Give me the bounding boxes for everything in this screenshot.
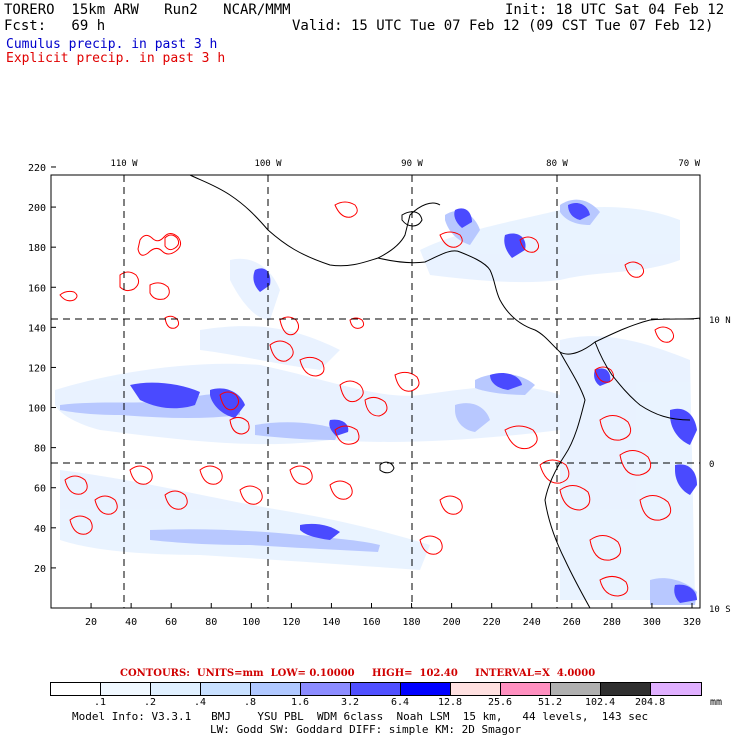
- colorbar-swatch: [101, 683, 151, 695]
- y-tick-label: 160: [28, 283, 46, 294]
- colorbar-swatch: [251, 683, 301, 695]
- x-tick-label: 260: [563, 617, 581, 628]
- colorbar-swatch: [501, 683, 551, 695]
- latitude-label: 10 S: [709, 605, 731, 615]
- precip-colorbar: [50, 682, 702, 696]
- colorbar-label: .8: [244, 697, 257, 708]
- y-tick-label: 20: [34, 564, 46, 575]
- x-axis-labels: 20 40 60 80 100 120 140 160 180 200 220 240 260 280 30…: [85, 617, 701, 628]
- coastlines: [189, 174, 701, 609]
- y-tick-label: 120: [28, 363, 46, 374]
- x-tick-label: 220: [483, 617, 501, 628]
- longitude-label: 110 W: [110, 159, 138, 169]
- contour-info: CONTOURS: UNITS=mm LOW= 0.10000 HIGH= 10…: [120, 668, 596, 679]
- x-tick-label: 320: [683, 617, 701, 628]
- latitude-labels: 10 N 0 10 S: [709, 316, 731, 615]
- x-tick-label: 80: [205, 617, 217, 628]
- x-tick-label: 240: [523, 617, 541, 628]
- colorbar-swatch: [301, 683, 351, 695]
- y-tick-label: 80: [34, 444, 46, 455]
- forecast-hour: Fcst: 69 h: [4, 18, 106, 34]
- y-tick-label: 40: [34, 524, 46, 535]
- colorbar-swatch: [351, 683, 401, 695]
- y-tick-label: 60: [34, 484, 46, 495]
- longitude-label: 100 W: [254, 159, 282, 169]
- longitude-label: 80 W: [546, 159, 568, 169]
- explicit-precip-contours: [59, 201, 675, 597]
- lat-lon-grid: [51, 175, 700, 608]
- model-info-line2: LW: Godd SW: Goddard DIFF: simple KM: 2D…: [210, 723, 522, 736]
- x-tick-label: 280: [603, 617, 621, 628]
- colorbar-label: .1: [94, 697, 107, 708]
- x-tick-label: 200: [443, 617, 461, 628]
- init-time: Init: 18 UTC Sat 04 Feb 12: [505, 2, 725, 18]
- heavy-precip-fields: [130, 203, 697, 603]
- x-tick-label: 60: [165, 617, 177, 628]
- x-tick-label: 160: [362, 617, 380, 628]
- colorbar-label: 204.8: [635, 697, 666, 708]
- y-tick-label: 140: [28, 323, 46, 334]
- longitude-label: 70 W: [678, 159, 700, 169]
- colorbar-label: 51.2: [538, 697, 563, 708]
- y-tick-label: 220: [28, 163, 46, 174]
- longitude-labels: 110 W 100 W 90 W 80 W 70 W: [110, 159, 700, 169]
- x-tick-label: 120: [282, 617, 300, 628]
- x-tick-label: 40: [125, 617, 137, 628]
- colorbar-swatch: [51, 683, 101, 695]
- colorbar-swatch: [451, 683, 501, 695]
- colorbar-label: 12.8: [438, 697, 463, 708]
- cumulus-legend: Cumulus precip. in past 3 h: [6, 37, 218, 52]
- colorbar-label: 102.4: [585, 697, 616, 708]
- map-frame: [50, 174, 701, 609]
- x-tick-label: 100: [242, 617, 260, 628]
- x-tick-label: 20: [85, 617, 97, 628]
- latitude-label: 0: [709, 460, 714, 470]
- colorbar-swatch: [651, 683, 701, 695]
- x-tick-label: 180: [403, 617, 421, 628]
- colorbar-label: 3.2: [341, 697, 360, 708]
- model-info-line1: Model Info: V3.3.1 BMJ YSU PBL WDM 6clas…: [72, 710, 649, 723]
- colorbar-swatch: [401, 683, 451, 695]
- x-tick-label: 140: [322, 617, 340, 628]
- y-axis-labels: 220 200 180 160 140 120 100 80 60 40 20: [28, 163, 46, 575]
- axis-ticks: [51, 166, 693, 608]
- colorbar-swatch: [201, 683, 251, 695]
- longitude-label: 90 W: [401, 159, 423, 169]
- colorbar-unit: mm: [710, 697, 723, 708]
- colorbar-swatch: [151, 683, 201, 695]
- colorbar-label: 25.6: [488, 697, 513, 708]
- y-tick-label: 180: [28, 243, 46, 254]
- explicit-legend: Explicit precip. in past 3 h: [6, 51, 226, 66]
- colorbar-label: .4: [194, 697, 207, 708]
- colorbar-swatch: [601, 683, 651, 695]
- valid-time: Valid: 15 UTC Tue 07 Feb 12 (09 CST Tue …: [292, 18, 714, 34]
- colorbar-label: 6.4: [391, 697, 410, 708]
- colorbar-label: 1.6: [291, 697, 310, 708]
- model-title: TORERO 15km ARW Run2 NCAR/MMM: [4, 2, 291, 18]
- latitude-label: 10 N: [709, 316, 731, 326]
- y-tick-label: 200: [28, 203, 46, 214]
- colorbar-swatch: [551, 683, 601, 695]
- x-tick-label: 300: [643, 617, 661, 628]
- y-tick-label: 100: [28, 404, 46, 415]
- colorbar-label: .2: [144, 697, 157, 708]
